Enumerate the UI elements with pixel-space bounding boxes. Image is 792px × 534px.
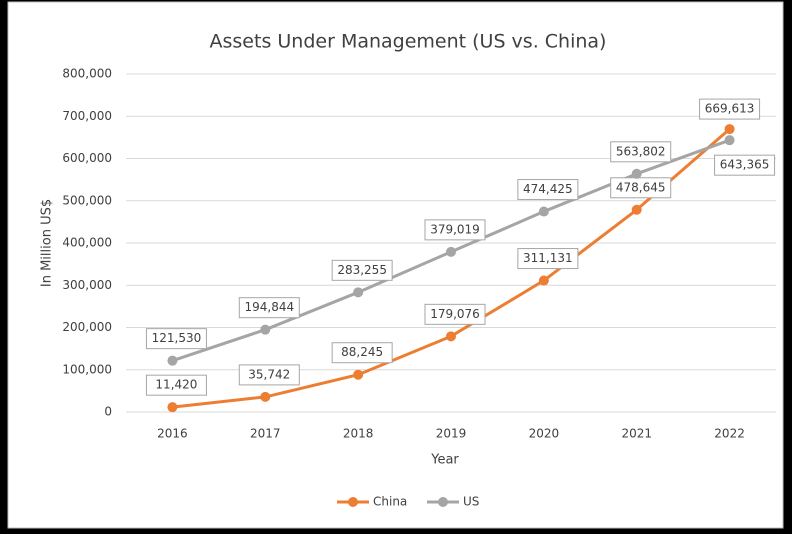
point-marker [631, 168, 642, 179]
y-tick-label: 400,000 [62, 236, 112, 250]
data-label: 179,076 [430, 307, 480, 321]
chart-area [7, 1, 784, 529]
point-marker [538, 206, 549, 217]
point-marker [167, 402, 178, 413]
data-label-box [145, 374, 207, 396]
data-label: 283,255 [337, 263, 387, 277]
data-label-box [517, 248, 579, 270]
data-label-box [331, 259, 393, 281]
chart-title: Assets Under Management (US vs. China) [210, 31, 607, 53]
x-tick-label: 2017 [250, 427, 281, 441]
data-label-box [331, 342, 393, 364]
x-tick-label: 2022 [714, 427, 745, 441]
legend-marker [438, 497, 448, 507]
y-tick-label: 100,000 [62, 362, 112, 376]
y-tick-label: 600,000 [62, 151, 112, 165]
point-marker [446, 331, 456, 342]
legend-label: US [463, 495, 479, 509]
data-label-box [699, 98, 761, 120]
legend-marker [348, 497, 358, 507]
data-label: 311,131 [523, 251, 573, 265]
point-marker [538, 275, 549, 286]
point-marker [167, 355, 178, 366]
data-label: 643,365 [720, 158, 770, 172]
data-label-box [714, 154, 776, 176]
data-label: 379,019 [430, 222, 480, 236]
y-axis-label: In Million US$ [40, 199, 55, 287]
data-label: 88,245 [341, 345, 383, 359]
data-label-box [238, 364, 300, 386]
y-tick-label: 0 [104, 405, 112, 419]
x-tick-label: 2021 [621, 427, 652, 441]
data-label-box [424, 219, 486, 241]
data-label: 474,425 [523, 182, 573, 196]
data-label: 194,844 [244, 300, 294, 314]
legend-label: China [373, 495, 407, 509]
data-label: 121,530 [152, 331, 202, 345]
x-tick-label: 2019 [436, 427, 467, 441]
data-label-box [517, 179, 579, 201]
point-marker [446, 246, 456, 257]
x-axis-label: Year [430, 453, 459, 468]
data-label-box [424, 303, 486, 325]
data-label-box [610, 177, 672, 199]
y-tick-label: 800,000 [62, 67, 112, 81]
data-label-box [610, 141, 672, 163]
data-label-box [145, 328, 207, 350]
point-marker [724, 135, 735, 146]
data-label: 11,420 [155, 378, 197, 392]
point-marker [353, 287, 364, 298]
x-tick-label: 2018 [343, 427, 374, 441]
data-label-box [238, 297, 300, 319]
data-label: 478,645 [616, 180, 666, 194]
x-tick-label: 2016 [157, 427, 188, 441]
data-label: 669,613 [705, 102, 755, 116]
y-tick-label: 200,000 [62, 320, 112, 334]
y-tick-label: 500,000 [62, 193, 112, 207]
x-tick-label: 2020 [529, 427, 560, 441]
point-marker [260, 391, 271, 402]
point-marker [353, 369, 364, 380]
y-tick-label: 300,000 [62, 278, 112, 292]
point-marker [724, 124, 735, 135]
point-marker [631, 204, 642, 215]
point-marker [260, 324, 271, 335]
data-label: 35,742 [248, 367, 290, 381]
y-tick-label: 700,000 [62, 109, 112, 123]
data-label: 563,802 [616, 144, 666, 158]
